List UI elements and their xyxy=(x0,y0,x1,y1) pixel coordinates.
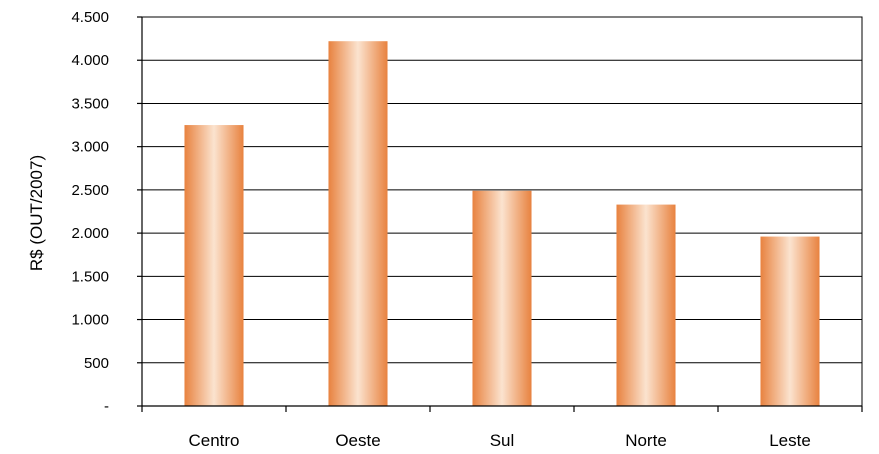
x-tick-label: Sul xyxy=(490,431,515,450)
bar-oeste xyxy=(328,41,388,407)
y-tick-label: 3.000 xyxy=(71,139,109,156)
y-tick-label: 500 xyxy=(84,355,109,372)
y-tick-label: 1.500 xyxy=(71,268,109,285)
y-tick-label: 1.000 xyxy=(71,312,109,329)
y-tick-label: 4.500 xyxy=(71,9,109,26)
y-axis-title: R$ (OUT/2007) xyxy=(27,155,46,271)
y-tick-label: 3.500 xyxy=(71,95,109,112)
bar-leste xyxy=(760,236,820,406)
bar-centro xyxy=(184,125,244,407)
bars xyxy=(184,41,820,407)
x-tick-label: Centro xyxy=(188,431,239,450)
y-tick-label: 2.000 xyxy=(71,225,109,242)
bar-norte xyxy=(616,204,676,406)
x-tick-label: Norte xyxy=(625,431,667,450)
y-tick-label: 4.000 xyxy=(71,52,109,69)
y-tick-labels: - 500 1.000 1.500 2.000 2.500 3.000 3.500 4.000 4… xyxy=(71,9,109,415)
y-tick-label: - xyxy=(104,398,109,415)
x-tick-label: Oeste xyxy=(335,431,380,450)
x-tick-label: Leste xyxy=(769,431,811,450)
y-tick-label: 2.500 xyxy=(71,182,109,199)
bar-sul xyxy=(472,190,532,406)
x-tick-labels: Centro Oeste Sul Norte Leste xyxy=(188,431,810,450)
axes xyxy=(137,16,863,412)
